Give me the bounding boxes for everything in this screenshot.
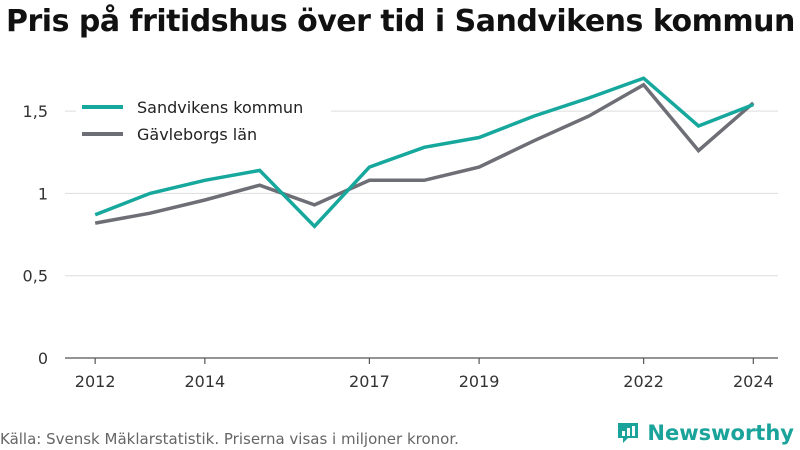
x-tick-label: 2017: [349, 372, 390, 391]
x-tick-label: 2024: [733, 372, 774, 391]
x-tick-label: 2012: [75, 372, 116, 391]
x-tick-label: 2019: [459, 372, 500, 391]
x-tick-label: 2022: [623, 372, 664, 391]
line-chart: 0 0,5 1 1,5 2012 2014 2017 2019 2022 2024 Sandvike…: [23, 76, 778, 391]
brand-name: Newsworthy: [647, 421, 794, 445]
chart-title: Pris på fritidshus över tid i Sandvikens…: [6, 4, 795, 39]
y-tick-label: 1: [38, 184, 48, 203]
x-tick-label: 2014: [184, 372, 225, 391]
y-tick-label: 1,5: [23, 102, 48, 121]
legend-label: Sandvikens kommun: [137, 98, 303, 117]
legend-label: Gävleborgs län: [137, 125, 257, 144]
legend-box: [76, 94, 331, 154]
y-tick-label: 0,5: [23, 267, 48, 286]
newsworthy-logo-icon: [618, 423, 639, 443]
y-tick-label: 0: [38, 349, 48, 368]
source-note: Källa: Svensk Mäklarstatistik. Priserna …: [0, 430, 459, 448]
brand-logo: Newsworthy: [615, 420, 794, 446]
